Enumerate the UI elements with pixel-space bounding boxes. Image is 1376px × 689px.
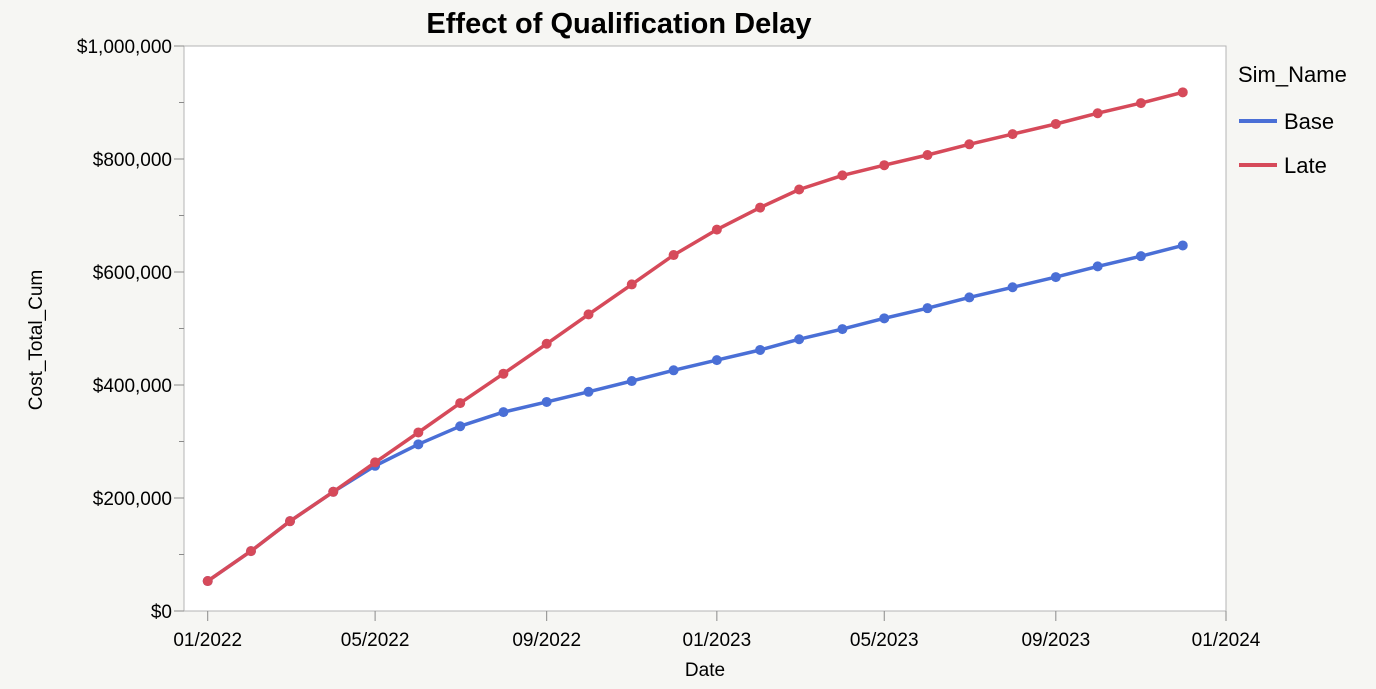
data-point-late[interactable] [498,368,509,379]
y-tick-label: $400,000 [93,376,172,397]
data-point-base[interactable] [1092,261,1103,272]
data-point-late[interactable] [455,398,466,409]
data-point-base[interactable] [879,313,890,324]
legend-item-late[interactable]: Late [1239,153,1327,178]
data-point-base[interactable] [1007,282,1018,293]
data-point-late[interactable] [1050,118,1061,129]
x-tick-label: 05/2023 [850,630,919,651]
data-point-base[interactable] [794,334,805,345]
data-point-base[interactable] [668,365,679,376]
y-axis-label: Cost_Total_Cum [26,270,47,410]
data-point-base[interactable] [1177,240,1188,251]
x-tick-label: 01/2024 [1192,630,1261,651]
data-point-late[interactable] [285,516,296,527]
data-point-base[interactable] [583,386,594,397]
data-point-late[interactable] [245,546,256,557]
series-line-late [205,90,1185,583]
y-tick-label: $1,000,000 [77,37,172,58]
data-point-base[interactable] [837,324,848,335]
data-point-base[interactable] [755,344,766,355]
data-point-base[interactable] [626,376,637,387]
y-axis: $0 $200,000 $400,000 $600,000 $800,000 $1,000… [77,37,184,623]
x-tick-label: 01/2022 [173,630,242,651]
data-point-base[interactable] [413,439,424,450]
data-point-late[interactable] [1177,87,1188,98]
x-axis-label: Date [685,660,725,681]
legend-label: Base [1284,109,1334,134]
data-point-late[interactable] [328,486,339,497]
data-point-base[interactable] [498,407,509,418]
y-tick-label: $800,000 [93,150,172,171]
legend-label: Late [1284,153,1327,178]
data-point-late[interactable] [879,160,890,171]
data-point-late[interactable] [413,427,424,438]
plot-area [183,45,1227,612]
data-point-late[interactable] [922,150,933,161]
legend-item-base[interactable]: Base [1239,109,1334,134]
x-tick-label: 09/2022 [512,630,581,651]
series-line-base [205,243,1185,583]
legend-title: Sim_Name [1238,62,1347,87]
legend[interactable]: Sim_Name Base Late [1238,62,1347,178]
y-tick-label: $200,000 [93,489,172,510]
data-point-late[interactable] [541,338,552,349]
data-point-late[interactable] [668,250,679,261]
data-point-late[interactable] [626,279,637,290]
x-tick-label: 05/2022 [341,630,410,651]
data-point-late[interactable] [711,224,722,235]
data-point-base[interactable] [1050,272,1061,283]
data-point-late[interactable] [370,457,381,468]
data-point-base[interactable] [922,303,933,314]
data-point-late[interactable] [1092,108,1103,119]
data-point-late[interactable] [964,139,975,150]
x-tick-label: 01/2023 [683,630,752,651]
data-point-late[interactable] [583,309,594,320]
data-point-base[interactable] [455,421,466,432]
y-tick-label: $600,000 [93,263,172,284]
data-point-base[interactable] [1135,251,1146,262]
x-axis: 01/2022 05/2022 09/2022 01/2023 05/2023 09/20… [173,611,1261,651]
chart-title: Effect of Qualification Delay [426,8,811,40]
data-point-late[interactable] [837,170,848,181]
series-late [202,87,1188,587]
data-point-base[interactable] [964,292,975,303]
data-point-base[interactable] [541,396,552,407]
data-point-late[interactable] [794,184,805,195]
data-point-late[interactable] [1007,129,1018,140]
data-point-base[interactable] [711,355,722,366]
data-point-late[interactable] [1135,98,1146,109]
data-point-late[interactable] [755,202,766,213]
y-tick-label: $0 [151,602,172,623]
data-point-late[interactable] [202,576,213,587]
x-tick-label: 09/2023 [1021,630,1090,651]
series-layer [202,87,1188,587]
